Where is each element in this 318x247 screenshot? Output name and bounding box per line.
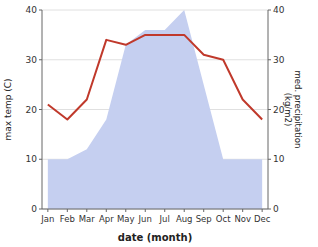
x-tick-label: Aug xyxy=(176,214,193,224)
x-tick xyxy=(106,209,107,212)
x-tick xyxy=(125,209,126,212)
y2-tick xyxy=(268,209,271,210)
x-tick-label: Jul xyxy=(159,214,170,224)
marks xyxy=(48,10,262,209)
x-tick xyxy=(164,209,165,212)
x-tick-label: Dec xyxy=(254,214,271,224)
y-tick-label: 40 xyxy=(26,5,38,15)
y2-tick xyxy=(268,109,271,110)
y2-tick xyxy=(268,159,271,160)
y2-tick xyxy=(268,59,271,60)
x-tick-label: May xyxy=(117,214,135,224)
grid xyxy=(42,10,268,209)
axes: JanFebMarAprMayJunJulAugSepOctNovDec0102… xyxy=(26,5,285,224)
x-tick xyxy=(262,209,263,212)
x-tick-label: Mar xyxy=(79,214,96,224)
x-tick-label: Feb xyxy=(60,214,75,224)
y2-tick-label: 40 xyxy=(273,5,285,15)
x-tick-label: Oct xyxy=(216,214,231,224)
precipitation-area xyxy=(48,10,262,209)
y2-tick xyxy=(268,10,271,11)
y-tick xyxy=(39,209,42,210)
x-tick xyxy=(223,209,224,212)
temperature-line xyxy=(48,35,262,120)
x-tick-label: Nov xyxy=(234,214,251,224)
y-tick-label: 20 xyxy=(26,105,38,115)
x-tick xyxy=(242,209,243,212)
y2-tick-label: 10 xyxy=(273,154,285,164)
y-tick xyxy=(39,109,42,110)
y2-tick-label: 0 xyxy=(273,204,279,214)
x-tick-label: Jun xyxy=(138,214,152,224)
y-tick-label: 30 xyxy=(26,55,38,65)
grid-line xyxy=(42,209,268,210)
x-axis-line xyxy=(42,209,268,210)
y-axis-title: max temp (C) xyxy=(3,78,13,140)
x-axis-title: date (month) xyxy=(118,232,192,243)
y-tick-label: 10 xyxy=(26,154,38,164)
x-tick xyxy=(203,209,204,212)
x-tick xyxy=(86,209,87,212)
y-tick-label: 0 xyxy=(31,204,37,214)
grid-line xyxy=(42,10,268,11)
y2-axis-title-line: med. precipitation xyxy=(293,71,303,149)
x-tick-label: Jan xyxy=(40,214,54,224)
x-tick xyxy=(67,209,68,212)
y-tick xyxy=(39,159,42,160)
x-tick xyxy=(184,209,185,212)
chart: JanFebMarAprMayJunJulAugSepOctNovDec0102… xyxy=(0,0,318,247)
x-tick xyxy=(47,209,48,212)
x-tick xyxy=(145,209,146,212)
y-tick xyxy=(39,59,42,60)
y-tick xyxy=(39,10,42,11)
y2-axis-title: med. precipitation(kg/m2) xyxy=(283,71,304,149)
y2-tick-label: 30 xyxy=(273,55,285,65)
x-tick-label: Sep xyxy=(196,214,212,224)
x-tick-label: Apr xyxy=(99,214,114,224)
y2-axis-title-line: (kg/m2) xyxy=(283,93,293,127)
